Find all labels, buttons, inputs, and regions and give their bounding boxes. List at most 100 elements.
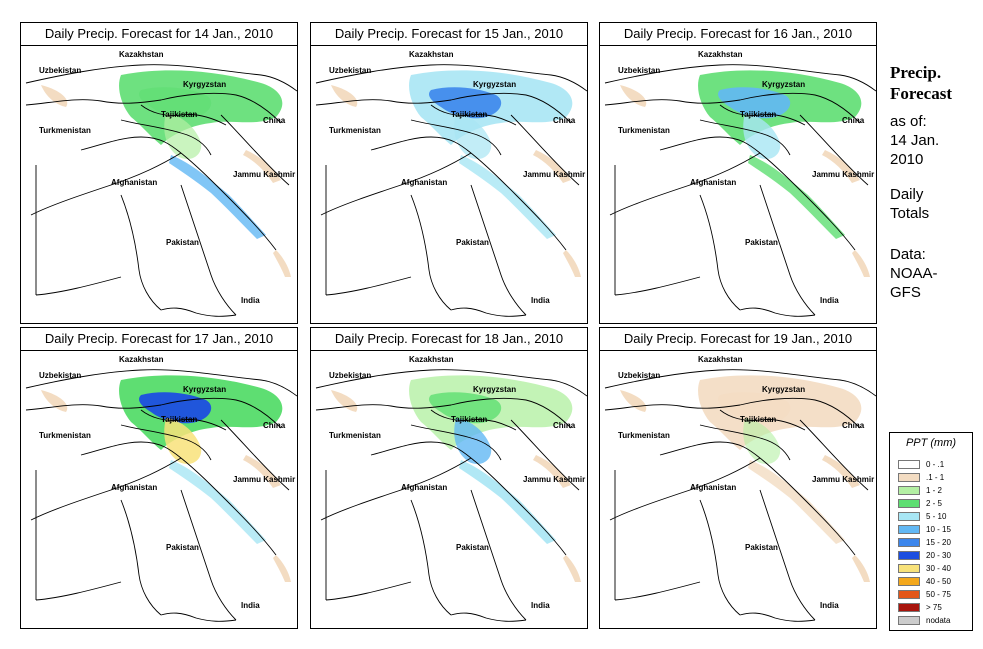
map-label-jammu-kashmir: Jammu Kashmir — [523, 170, 585, 179]
border-line — [470, 152, 567, 251]
map-label-jammu-kashmir: Jammu Kashmir — [523, 475, 585, 484]
legend-swatch — [898, 486, 920, 495]
panel-title: Daily Precip. Forecast for 18 Jan., 2010 — [311, 328, 587, 351]
border-line — [320, 152, 472, 216]
map-label-india: India — [531, 601, 550, 610]
map-label-pakistan: Pakistan — [745, 543, 778, 552]
map-label-kyrgyzstan: Kyrgyzstan — [473, 385, 516, 394]
map-label-turkmenistan: Turkmenistan — [618, 431, 670, 440]
precip-area — [852, 250, 870, 277]
legend-item: nodata — [898, 615, 970, 626]
sidebar-title-line: Precip. — [890, 63, 942, 82]
precip-area — [139, 392, 212, 424]
precip-area — [459, 155, 556, 239]
border-line — [614, 165, 701, 296]
border-line — [120, 119, 212, 156]
data-line: Data: — [890, 246, 926, 263]
map-label-pakistan: Pakistan — [745, 238, 778, 247]
border-line — [699, 499, 741, 616]
border-line — [410, 424, 502, 461]
legend-item: 50 - 75 — [898, 589, 970, 600]
border-line — [604, 404, 741, 411]
border-line — [25, 99, 162, 106]
border-line — [180, 489, 237, 621]
precip-area — [169, 155, 266, 239]
map-label-india: India — [241, 601, 260, 610]
border-line — [470, 457, 567, 556]
precip-area — [273, 555, 291, 582]
precip-area — [822, 150, 860, 183]
map-label-kyrgyzstan: Kyrgyzstan — [183, 385, 226, 394]
border-line — [140, 104, 227, 126]
map-label-china: China — [553, 421, 576, 430]
border-line — [160, 92, 282, 124]
map-panel-1: Daily Precip. Forecast for 14 Jan., 2010… — [20, 22, 298, 324]
legend-label: 1 - 2 — [926, 486, 943, 495]
legend-label: nodata — [926, 616, 951, 625]
border-line — [410, 119, 502, 156]
panel-title: Daily Precip. Forecast for 15 Jan., 2010 — [311, 23, 587, 46]
precip-area — [718, 87, 791, 119]
border-line — [140, 409, 227, 431]
legend-label: > 75 — [926, 603, 942, 612]
border-line — [325, 165, 412, 296]
legend-label: 5 - 10 — [926, 512, 947, 521]
border-line — [410, 499, 452, 616]
asof-line: 2010 — [890, 151, 924, 168]
border-line — [739, 612, 816, 622]
daily-line: Daily — [890, 186, 924, 203]
map-panel-5: Daily Precip. Forecast for 18 Jan., 2010… — [310, 327, 588, 629]
border-line — [450, 307, 527, 317]
map-label-kazakhstan: Kazakhstan — [119, 50, 164, 59]
map-label-china: China — [842, 421, 865, 430]
map-label-turkmenistan: Turkmenistan — [39, 431, 91, 440]
border-line — [25, 64, 297, 92]
border-line — [160, 612, 237, 622]
map-label-afghanistan: Afghanistan — [690, 178, 736, 187]
daily-totals-block: Daily Totals — [890, 185, 929, 223]
sidebar-title: Precip. Forecast — [890, 62, 952, 104]
legend-swatch — [898, 551, 920, 560]
precip-area — [169, 460, 266, 544]
map-label-kazakhstan: Kazakhstan — [698, 355, 743, 364]
border-line — [25, 369, 297, 397]
map-label-turkmenistan: Turkmenistan — [39, 126, 91, 135]
data-source-block: Data: NOAA- GFS — [890, 245, 938, 302]
legend-swatch — [898, 512, 920, 521]
map-label-tajikistan: Tajikistan — [451, 110, 487, 119]
legend-item: 15 - 20 — [898, 537, 970, 548]
map-label-kazakhstan: Kazakhstan — [698, 50, 743, 59]
precip-map: Kazakhstan Uzbekistan Kyrgyzstan Tajikistan… — [25, 355, 297, 622]
panel-title: Daily Precip. Forecast for 16 Jan., 2010 — [600, 23, 876, 46]
map-label-afghanistan: Afghanistan — [401, 178, 447, 187]
border-line — [699, 119, 791, 156]
border-line — [315, 99, 452, 106]
border-line — [80, 441, 182, 459]
map-label-turkmenistan: Turkmenistan — [329, 126, 381, 135]
border-line — [739, 92, 861, 124]
map-label-india: India — [820, 601, 839, 610]
legend-swatch — [898, 460, 920, 469]
border-line — [510, 419, 580, 491]
map-label-pakistan: Pakistan — [456, 238, 489, 247]
border-line — [799, 419, 869, 491]
border-line — [604, 64, 876, 92]
precip-area — [563, 250, 581, 277]
map-label-jammu-kashmir: Jammu Kashmir — [233, 475, 295, 484]
precip-area — [620, 390, 647, 412]
map-label-afghanistan: Afghanistan — [690, 483, 736, 492]
legend-swatch — [898, 564, 920, 573]
legend-label: 15 - 20 — [926, 538, 951, 547]
border-line — [799, 114, 869, 186]
ppt-legend: PPT (mm) 0 - .1 .1 - 1 1 - 2 2 - 5 5 - 10 10 … — [889, 432, 973, 631]
map-label-kyrgyzstan: Kyrgyzstan — [762, 80, 805, 89]
legend-label: 20 - 30 — [926, 551, 951, 560]
legend-item: 5 - 10 — [898, 511, 970, 522]
legend-label: 40 - 50 — [926, 577, 951, 586]
border-line — [120, 424, 212, 461]
panel-title: Daily Precip. Forecast for 17 Jan., 2010 — [21, 328, 297, 351]
border-line — [80, 136, 182, 154]
map-label-tajikistan: Tajikistan — [740, 415, 776, 424]
legend-swatch — [898, 603, 920, 612]
map-label-pakistan: Pakistan — [166, 238, 199, 247]
